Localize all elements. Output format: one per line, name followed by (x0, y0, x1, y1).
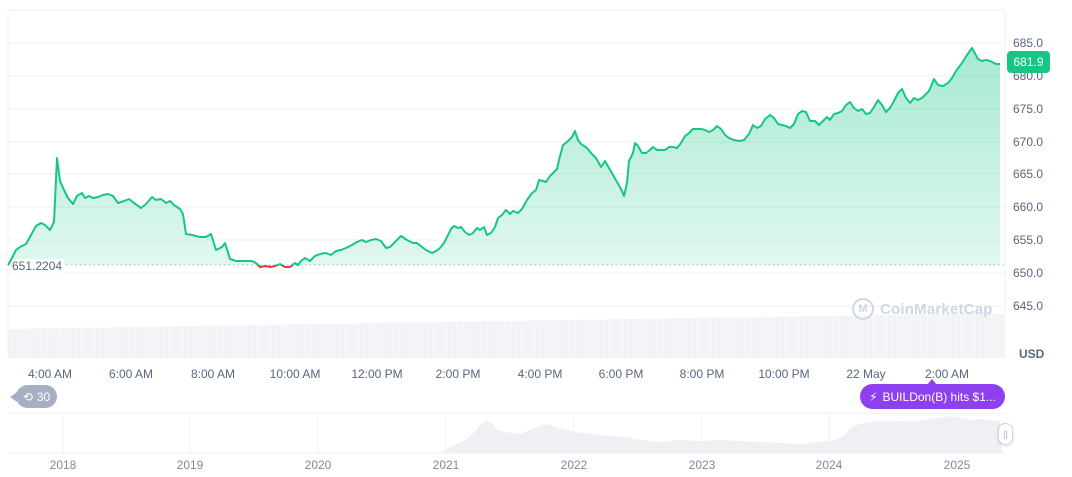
coinmarketcap-logo-icon: M (852, 298, 874, 320)
history-count: 30 (36, 389, 51, 404)
price-area-fill (8, 48, 1000, 265)
svg-text:10:00 AM: 10:00 AM (270, 367, 321, 381)
svg-text:685.0: 685.0 (1013, 36, 1043, 50)
svg-text:670.0: 670.0 (1013, 135, 1043, 149)
svg-text:6:00 AM: 6:00 AM (109, 367, 153, 381)
svg-text:4:00 PM: 4:00 PM (518, 367, 563, 381)
history-badge[interactable]: ⟲ 30 (10, 385, 57, 408)
navigator[interactable]: 2018 2019 2020 2021 2022 2023 2024 2025 (8, 412, 1005, 472)
price-line-up (7, 47, 1000, 265)
svg-text:2023: 2023 (689, 458, 716, 472)
navigator-handle[interactable]: || (998, 423, 1013, 445)
svg-text:12:00 PM: 12:00 PM (351, 367, 402, 381)
history-icon: ⟲ (22, 389, 33, 404)
svg-text:2:00 PM: 2:00 PM (436, 367, 481, 381)
svg-text:2024: 2024 (816, 458, 843, 472)
svg-text:10:00 PM: 10:00 PM (758, 367, 809, 381)
watermark-text: CoinMarketCap (880, 300, 993, 318)
svg-text:6:00 PM: 6:00 PM (599, 367, 644, 381)
watermark: M CoinMarketCap (852, 298, 993, 320)
svg-text:2019: 2019 (177, 458, 204, 472)
event-text: BUILDon(B) hits $1... (882, 389, 996, 404)
svg-text:645.0: 645.0 (1013, 299, 1043, 313)
svg-text:8:00 PM: 8:00 PM (680, 367, 725, 381)
svg-text:22 May: 22 May (846, 367, 885, 381)
svg-text:2:00 AM: 2:00 AM (925, 367, 969, 381)
lightning-icon: ⚡︎ (869, 389, 878, 404)
event-badge[interactable]: ⚡︎ BUILDon(B) hits $1... (860, 379, 1005, 409)
svg-text:2020: 2020 (305, 458, 332, 472)
svg-text:4:00 AM: 4:00 AM (28, 367, 72, 381)
currency-label: USD (1019, 347, 1045, 361)
x-axis: 4:00 AM 6:00 AM 8:00 AM 10:00 AM 12:00 PM 2:0… (28, 367, 969, 381)
svg-text:655.0: 655.0 (1013, 233, 1043, 247)
y-axis: 685.0680.0675.0670.0665.0660.0655.0650.0… (1013, 36, 1043, 313)
svg-text:660.0: 660.0 (1013, 200, 1043, 214)
svg-text:675.0: 675.0 (1013, 102, 1043, 116)
svg-text:665.0: 665.0 (1013, 167, 1043, 181)
baseline-price-label: 651.2204 (12, 259, 65, 273)
svg-text:8:00 AM: 8:00 AM (191, 367, 235, 381)
svg-text:2025: 2025 (944, 458, 971, 472)
svg-text:2022: 2022 (561, 458, 588, 472)
svg-text:650.0: 650.0 (1013, 266, 1043, 280)
current-price-tag: 681.9 (1007, 51, 1050, 73)
svg-text:2018: 2018 (50, 458, 77, 472)
volume-bars (8, 313, 1004, 358)
svg-text:2021: 2021 (433, 458, 460, 472)
